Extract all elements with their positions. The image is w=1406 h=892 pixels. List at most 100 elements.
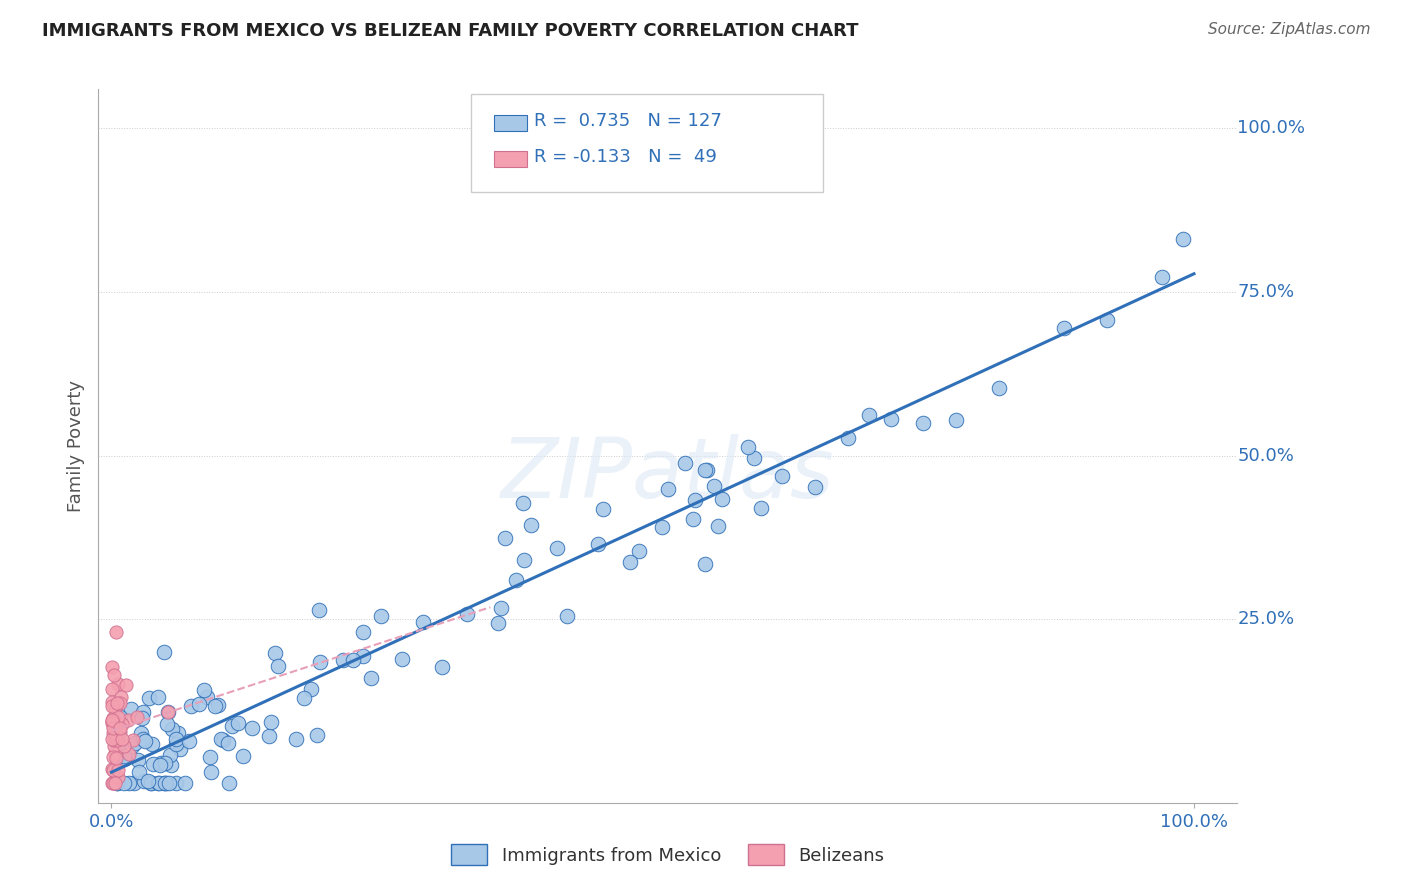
Point	[132, 731, 155, 746]
Point	[104, 746, 127, 760]
Point	[187, 698, 209, 712]
Point	[129, 725, 152, 739]
Point	[546, 541, 568, 556]
Point	[494, 531, 516, 545]
Point	[169, 741, 191, 756]
Point	[682, 512, 704, 526]
Point	[1053, 321, 1076, 335]
Text: 50.0%: 50.0%	[1237, 447, 1294, 465]
Point	[125, 709, 148, 723]
Point	[257, 730, 280, 744]
Point	[110, 690, 132, 704]
Point	[111, 717, 134, 731]
Point	[217, 736, 239, 750]
Point	[520, 518, 543, 533]
Point	[131, 711, 153, 725]
Point	[588, 537, 610, 551]
Point	[693, 557, 716, 571]
Point	[105, 730, 128, 744]
Point	[146, 690, 169, 704]
Point	[693, 463, 716, 477]
Point	[104, 776, 127, 790]
Point	[108, 696, 131, 710]
Point	[707, 519, 730, 533]
Point	[266, 659, 288, 673]
Point	[105, 733, 128, 747]
Point	[148, 758, 170, 772]
Point	[101, 721, 124, 735]
Point	[107, 709, 129, 723]
Point	[103, 667, 125, 681]
Point	[148, 776, 170, 790]
Point	[101, 695, 124, 709]
Point	[134, 734, 156, 748]
Point	[105, 730, 128, 744]
Text: IMMIGRANTS FROM MEXICO VS BELIZEAN FAMILY POVERTY CORRELATION CHART: IMMIGRANTS FROM MEXICO VS BELIZEAN FAMIL…	[42, 22, 859, 40]
Point	[165, 732, 187, 747]
Text: Source: ZipAtlas.com: Source: ZipAtlas.com	[1208, 22, 1371, 37]
Point	[945, 413, 967, 427]
Point	[107, 770, 129, 784]
Point	[200, 764, 222, 779]
Point	[711, 492, 734, 507]
Point	[651, 520, 673, 534]
Point	[1097, 313, 1119, 327]
Point	[360, 671, 382, 685]
Point	[103, 711, 125, 725]
Text: ZIPatlas: ZIPatlas	[501, 434, 835, 515]
Point	[101, 681, 124, 696]
Point	[880, 412, 903, 426]
Point	[128, 765, 150, 780]
Point	[167, 726, 190, 740]
Point	[1173, 232, 1195, 246]
Point	[150, 756, 173, 771]
Point	[112, 739, 135, 753]
Point	[211, 732, 233, 747]
Point	[512, 496, 534, 510]
Point	[299, 681, 322, 696]
Point	[121, 739, 143, 754]
Point	[837, 431, 859, 445]
Point	[103, 764, 125, 778]
Point	[112, 752, 135, 766]
Point	[157, 776, 180, 790]
Point	[770, 468, 793, 483]
Point	[120, 702, 142, 716]
Point	[174, 776, 197, 790]
Point	[104, 625, 127, 640]
Point	[101, 776, 124, 790]
Point	[117, 776, 139, 790]
Point	[107, 696, 129, 710]
Text: R = -0.133   N =  49: R = -0.133 N = 49	[534, 148, 717, 166]
Point	[127, 753, 149, 767]
Point	[156, 717, 179, 731]
Point	[352, 624, 374, 639]
Point	[675, 456, 697, 470]
Point	[858, 408, 880, 422]
Point	[153, 756, 176, 771]
Point	[505, 574, 527, 588]
Text: 25.0%: 25.0%	[1237, 610, 1295, 629]
Point	[114, 678, 136, 692]
Point	[218, 776, 240, 790]
Point	[105, 776, 128, 790]
Point	[107, 749, 129, 764]
Point	[305, 728, 328, 742]
Point	[110, 725, 132, 739]
Point	[221, 719, 243, 733]
Point	[592, 501, 614, 516]
Point	[696, 463, 718, 477]
Point	[207, 698, 229, 712]
Text: 100.0%: 100.0%	[1237, 120, 1305, 137]
Point	[155, 776, 177, 790]
Point	[160, 757, 183, 772]
Point	[165, 775, 187, 789]
Point	[211, 732, 233, 747]
Point	[136, 773, 159, 788]
Point	[110, 721, 132, 735]
Point	[491, 601, 513, 615]
Point	[152, 776, 174, 790]
Point	[138, 690, 160, 705]
Point	[486, 615, 509, 630]
Point	[988, 380, 1011, 394]
